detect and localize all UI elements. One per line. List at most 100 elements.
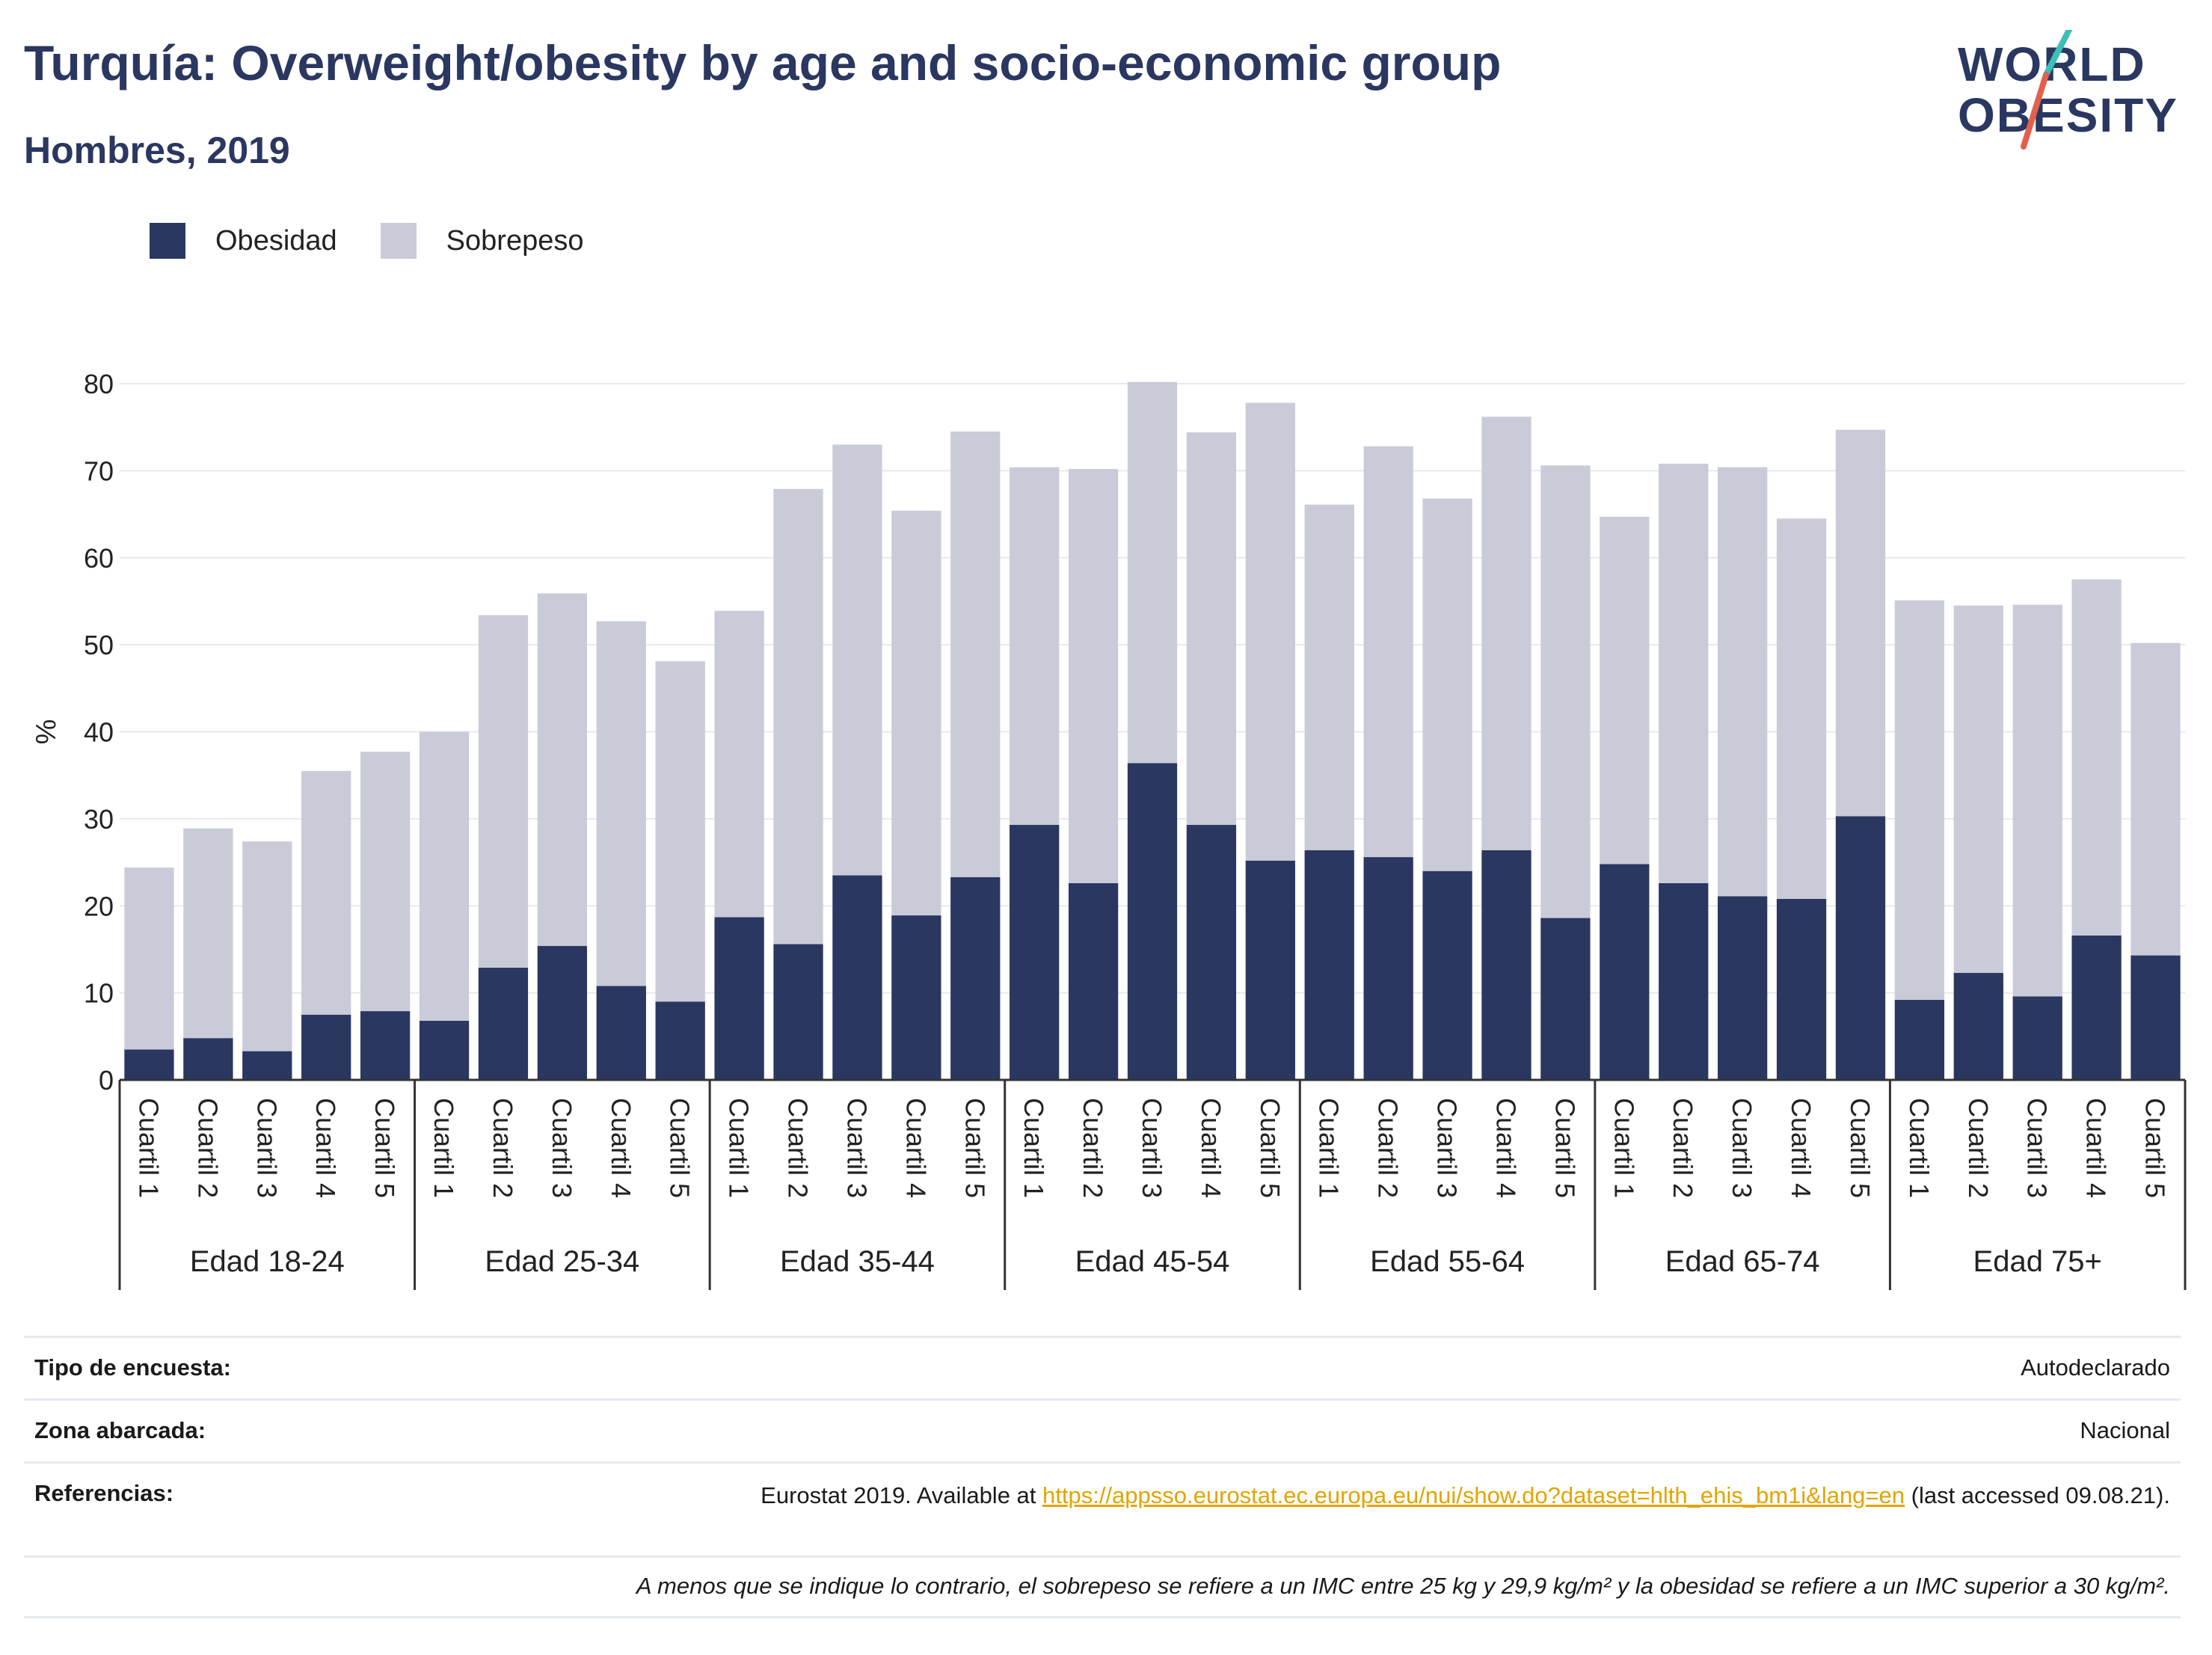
bar-overweight (950, 432, 1001, 877)
bar-obesity (478, 967, 529, 1080)
bar-obesity (714, 917, 764, 1080)
legend-item-obesity[interactable]: Obesidad (150, 223, 337, 259)
x-tick-label: Cuartil 5 (665, 1098, 695, 1198)
bar-obesity (2130, 955, 2181, 1080)
bar-obesity (1422, 871, 1472, 1080)
y-tick-label: 40 (84, 717, 114, 748)
bar-overweight (773, 488, 823, 945)
legend-label-overweight: Sobrepeso (446, 224, 584, 257)
bar-obesity (773, 944, 823, 1080)
legend-item-overweight[interactable]: Sobrepeso (380, 223, 584, 259)
bar-obesity (537, 945, 588, 1080)
group-label: Edad 45-54 (1075, 1245, 1230, 1278)
bar-obesity (950, 876, 1001, 1080)
chart-subtitle: Hombres, 2019 (24, 129, 290, 171)
x-tick-label: Cuartil 3 (251, 1098, 282, 1198)
bar-overweight (1659, 464, 1709, 883)
bar-overweight (891, 510, 941, 916)
x-tick-label: Cuartil 1 (724, 1098, 755, 1198)
bar-obesity (1068, 882, 1119, 1080)
chart-title: Turquía: Overweight/obesity by age and s… (24, 35, 1502, 90)
x-tick-label: Cuartil 5 (2140, 1098, 2171, 1198)
bar-overweight (242, 841, 292, 1051)
x-tick-label: Cuartil 3 (1137, 1098, 1167, 1198)
x-tick-label: Cuartil 4 (2081, 1098, 2112, 1198)
world-obesity-logo: WORLD OBESITY (1952, 30, 2199, 157)
x-tick-label: Cuartil 3 (841, 1098, 872, 1198)
bar-overweight (1127, 381, 1178, 764)
info-row-references: Referencias: Eurostat 2019. Available at… (24, 1461, 2181, 1556)
x-tick-label: Cuartil 5 (1845, 1098, 1875, 1198)
stacked-bar-chart: 0 10 20 30 40 50 60 70 80% Cuartil 1 Cuartil 2 Cuar… (31, 369, 2187, 1290)
group-label: Edad 55-64 (1370, 1245, 1525, 1278)
x-tick-label: Cuartil 5 (1549, 1098, 1580, 1198)
x-tick-label: Cuartil 1 (1904, 1098, 1935, 1198)
x-tick-label: Cuartil 1 (428, 1098, 459, 1198)
bar-overweight (1835, 429, 1886, 817)
bar-obesity (1835, 816, 1886, 1080)
references-link[interactable]: https://appsso.eurostat.ec.europa.eu/nui… (1042, 1482, 1905, 1508)
x-tick-label: Cuartil 1 (1019, 1098, 1049, 1198)
x-tick-label: Cuartil 2 (488, 1098, 518, 1198)
x-tick-label: Cuartil 2 (1668, 1098, 1698, 1198)
info-table: Tipo de encuesta: Autodeclarado Zona aba… (24, 1336, 2181, 1618)
bar-overweight (1186, 432, 1237, 826)
x-tick-label: Cuartil 5 (369, 1098, 400, 1198)
bar-obesity (1304, 850, 1354, 1080)
x-tick-label: Cuartil 5 (959, 1098, 990, 1198)
bar-overweight (301, 770, 351, 1015)
bar-overweight (1717, 467, 1768, 897)
x-tick-label: Cuartil 2 (1963, 1098, 1994, 1198)
bar-overweight (478, 615, 529, 968)
references-value: Eurostat 2019. Available at https://apps… (761, 1480, 2170, 1511)
bar-obesity (183, 1038, 233, 1080)
x-tick-label: Cuartil 3 (547, 1098, 577, 1198)
x-tick-label: Cuartil 3 (1432, 1098, 1463, 1198)
bar-obesity (1245, 860, 1295, 1080)
x-tick-label: Cuartil 2 (1078, 1098, 1108, 1198)
y-tick-label: 70 (84, 455, 114, 486)
bar-overweight (1422, 498, 1472, 871)
bar-overweight (1540, 465, 1591, 918)
references-prefix: Eurostat 2019. Available at (761, 1482, 1043, 1508)
bar-obesity (1776, 898, 1827, 1080)
bar-overweight (1953, 605, 2003, 973)
bar-overweight (183, 828, 233, 1039)
bar-overweight (1776, 518, 1827, 899)
bar-obesity (832, 875, 882, 1080)
x-tick-label: Cuartil 4 (606, 1098, 636, 1198)
bar-overweight (419, 731, 470, 1021)
chart-legend: Obesidad Sobrepeso (150, 221, 627, 260)
x-tick-label: Cuartil 1 (1609, 1098, 1639, 1198)
survey-label: Tipo de encuesta: (34, 1354, 231, 1381)
group-label: Edad 25-34 (485, 1245, 639, 1278)
x-tick-label: Cuartil 3 (2022, 1098, 2053, 1198)
group-label: Edad 18-24 (190, 1245, 345, 1278)
x-tick-label: Cuartil 4 (1786, 1098, 1816, 1198)
survey-value: Autodeclarado (2021, 1354, 2170, 1381)
x-tick-label: Cuartil 1 (1314, 1098, 1345, 1198)
x-tick-label: Cuartil 4 (1490, 1098, 1521, 1198)
bar-obesity (419, 1020, 470, 1080)
footnote: A menos que se indique lo contrario, el … (24, 1556, 2181, 1618)
group-label: Edad 65-74 (1665, 1245, 1820, 1278)
bar-overweight (1363, 446, 1413, 858)
bar-overweight (1010, 467, 1060, 826)
bar-overweight (596, 621, 646, 986)
bar-overweight (537, 593, 588, 946)
y-tick-label: 0 (99, 1065, 114, 1096)
group-label: Edad 75+ (1973, 1245, 2102, 1278)
bar-obesity (1717, 896, 1768, 1080)
references-suffix: (last accessed 09.08.21). (1905, 1482, 2170, 1508)
y-tick-label: 30 (84, 804, 114, 835)
bar-overweight (655, 661, 705, 1002)
bar-overweight (1304, 504, 1354, 850)
bar-overweight (714, 610, 764, 918)
bar-obesity (1010, 825, 1060, 1080)
bar-overweight (1600, 517, 1650, 865)
x-tick-label: Cuartil 1 (133, 1098, 164, 1198)
bar-obesity (2071, 935, 2122, 1080)
bar-obesity (1481, 850, 1531, 1080)
y-tick-label: 60 (84, 543, 114, 574)
bar-obesity (2012, 996, 2062, 1080)
